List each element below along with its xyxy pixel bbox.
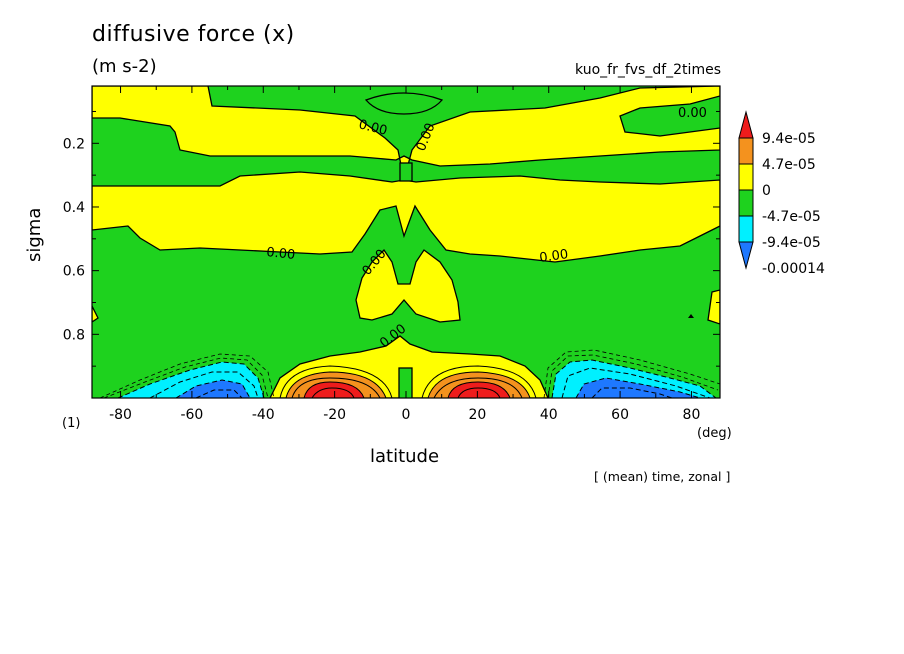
x-axis-unit: (deg) [697,426,732,441]
x-tick-label: 0 [402,407,411,423]
colorbar-label: 0 [762,183,771,199]
field-red-nh [447,381,511,398]
colorbar-swatch [738,137,754,165]
colorbar-label: 4.7e-05 [762,157,816,173]
colorbar-swatch [738,189,754,217]
colorbar-label: -9.4e-05 [762,235,821,251]
chart-units: (m s-2) [92,56,157,77]
chart-title: diffusive force (x) [92,22,295,47]
y-tick-label: 0.2 [63,136,85,152]
field-red-sh [303,381,365,398]
field-blue-sh [175,379,251,398]
x-tick-label: 40 [540,407,558,423]
y-tick-label: 0.6 [63,264,85,280]
field-yellow-edge-left [92,305,99,323]
contour-label: 0.00 [357,117,389,139]
contour-label: 0.00 [266,245,296,263]
averaging-note: [ (mean) time, zonal ] [594,469,731,484]
colorbar-label: -4.7e-05 [762,209,821,225]
x-tick-label: -40 [252,407,275,423]
colorbar-swatch [738,110,754,139]
field-blue-nh [575,377,701,398]
y-tick-label: 0.4 [63,200,85,216]
experiment-name: kuo_fr_fvs_df_2times [575,62,721,78]
field-green-top-blob [364,92,444,115]
y-tick-label: 0.8 [63,327,85,343]
colorbar-swatch [738,215,754,243]
colorbar: 9.4e-05 4.7e-05 0 -4.7e-05 -9.4e-05 -0.00014 [738,110,825,277]
y-axis: 0.2 0.4 0.6 0.8 [63,110,720,367]
x-tick-label: 60 [611,407,629,423]
field-yellow-edge-right [707,289,720,325]
field-green-square [399,162,413,182]
colorbar-label: 9.4e-05 [762,131,816,147]
colorbar-label: -0.00014 [762,261,825,277]
colorbar-swatch [738,241,754,270]
field-yellow-middle [92,171,720,263]
colorbar-swatch [738,163,754,191]
x-tick-label: -20 [323,407,346,423]
x-tick-label: 80 [683,407,701,423]
field-yellow-tongue [355,248,461,323]
plot-area [92,86,720,398]
x-axis: -80 -60 -40 -20 0 20 40 60 80 [109,86,700,423]
field-green-equator [398,367,413,398]
x-axis-label: latitude [370,446,440,467]
panel-label: (1) [62,416,81,431]
x-tick-label: -80 [109,407,132,423]
contour-label: 0.00 [538,247,569,266]
x-tick-label: 20 [468,407,486,423]
x-tick-label: -60 [180,407,203,423]
contour-label: 0.00 [678,106,707,121]
